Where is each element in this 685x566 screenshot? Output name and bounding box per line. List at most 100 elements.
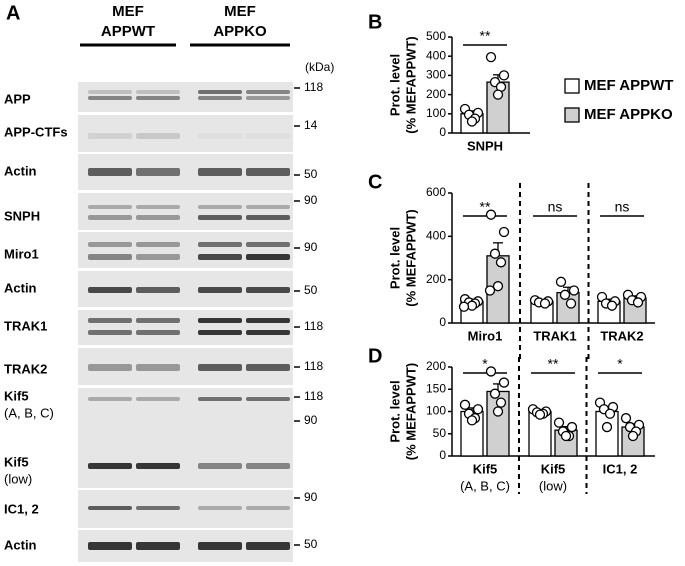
significance-label: ns [615, 199, 630, 215]
marker-label: 90 [304, 240, 318, 254]
blot-strip [78, 232, 293, 268]
panel-letter: D [368, 345, 382, 367]
data-point [485, 52, 497, 63]
row-label: Kif5 [4, 454, 29, 469]
blot-band [198, 397, 242, 401]
significance-label: * [482, 356, 488, 372]
blot-band [198, 205, 242, 209]
blot-band [88, 542, 132, 550]
data-point [458, 301, 470, 312]
y-tick-label: 400 [426, 48, 446, 62]
y-tick-label: 200 [426, 272, 446, 286]
blot-band [198, 506, 242, 510]
blot-band [88, 242, 132, 247]
significance-label: * [617, 356, 623, 372]
blot-band [136, 133, 180, 139]
blot-band [198, 330, 242, 335]
row-label: APP [4, 91, 31, 106]
y-tick-label: 400 [426, 229, 446, 243]
y-tick-label: 0 [439, 125, 446, 139]
blot-band [246, 168, 290, 176]
blot-band [198, 287, 242, 293]
y-axis-label: (% MEFAPPWT) [403, 36, 418, 134]
data-point [553, 417, 565, 428]
blot-band [246, 215, 290, 220]
marker-label: 118 [304, 359, 323, 373]
marker-label: 118 [304, 80, 323, 94]
blot-band [88, 215, 132, 220]
row-label: IC1, 2 [4, 501, 39, 516]
data-point [632, 297, 644, 308]
row-sublabel: (low) [4, 471, 32, 486]
row-sublabel: (A, B, C) [4, 405, 54, 420]
x-tick-label: Kif5 [541, 461, 566, 476]
blot-band [136, 506, 180, 510]
blot-band [88, 168, 132, 176]
marker-label: 50 [304, 167, 318, 181]
blot-band [198, 242, 242, 247]
row-label: APP-CTFs [4, 124, 68, 139]
blot-band [88, 133, 132, 139]
marker-label: 50 [304, 283, 318, 297]
blot-strip [78, 115, 293, 152]
y-tick-label: 0 [439, 448, 446, 462]
data-point [498, 70, 510, 81]
data-point [620, 413, 632, 424]
blot-band [88, 318, 132, 323]
blot-band [88, 287, 132, 293]
marker-label: 90 [304, 413, 318, 427]
blot-band [136, 318, 180, 323]
blot-band [246, 330, 290, 335]
blot-band [136, 215, 180, 220]
blot-band [198, 133, 242, 139]
blot-band [246, 96, 290, 100]
blot-band [198, 364, 242, 371]
blot-band [88, 330, 132, 335]
blot-band [136, 364, 180, 371]
data-point [492, 281, 504, 292]
blot-band [136, 242, 180, 247]
y-axis-label: Prot. level [387, 380, 402, 442]
x-tick-label: TRAK1 [533, 328, 576, 343]
row-label: SNPH [4, 208, 40, 223]
blot-band [136, 90, 180, 94]
blot-band [246, 90, 290, 94]
data-point [466, 415, 478, 426]
legend-swatch [564, 107, 580, 123]
blot-band [246, 542, 290, 550]
data-point [566, 421, 578, 433]
data-point [492, 406, 504, 417]
data-point [604, 408, 616, 419]
x-tick-sublabel: (A, B, C) [460, 478, 510, 493]
x-tick-label: IC1, 2 [603, 461, 638, 476]
significance-label: ** [480, 199, 491, 215]
blot-band [88, 397, 132, 401]
data-point [539, 298, 551, 309]
blot-band [246, 397, 290, 401]
blot-band [88, 96, 132, 100]
blot-band [136, 463, 180, 469]
y-tick-label: 200 [426, 359, 446, 373]
y-tick-label: 150 [426, 381, 446, 395]
row-label: Kif5 [4, 388, 29, 403]
row-label: Actin [4, 163, 37, 178]
y-tick-label: 600 [426, 185, 446, 199]
significance-label: ns [548, 199, 563, 215]
row-label: Actin [4, 537, 37, 552]
data-point [498, 377, 510, 388]
data-point [534, 409, 546, 420]
legend-swatch [564, 78, 580, 94]
legend-label: MEF APPKO [584, 106, 673, 123]
blot-band [136, 254, 180, 260]
y-tick-label: 0 [439, 315, 446, 329]
blot-band [136, 330, 180, 335]
data-point [559, 289, 571, 300]
y-tick-label: 100 [426, 404, 446, 418]
marker-label: 14 [304, 118, 318, 132]
data-point [484, 285, 496, 296]
data-point [627, 430, 639, 442]
panel-letter: A [6, 2, 20, 24]
data-point [492, 89, 504, 100]
x-tick-label: TRAK2 [600, 328, 643, 343]
